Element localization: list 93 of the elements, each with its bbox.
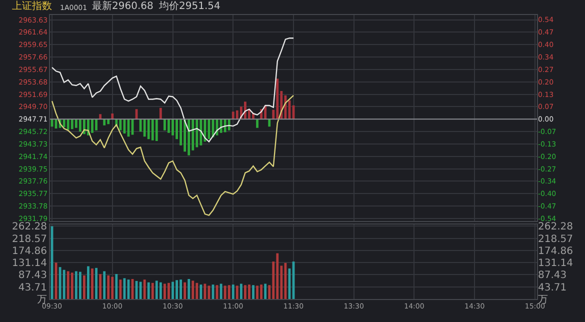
y2-tick-label: 万 [538,294,548,306]
bar [66,271,70,299]
y-tick-label: 131.14 [12,258,47,270]
bar [78,119,82,132]
bar [164,284,166,299]
y2-tick-label: 174.86 [538,246,573,257]
bar [70,119,74,130]
bar [99,274,102,299]
bar [200,284,202,299]
bar [115,274,118,299]
bar [147,282,150,299]
bar [256,286,258,299]
bar [252,285,254,299]
bar [284,262,287,299]
bar [188,279,190,299]
bar [103,119,106,126]
bar [228,285,230,299]
y2-tick-label: 43.71 [538,282,567,294]
bar [244,285,246,299]
y-tick-label: 174.86 [12,246,47,257]
bar [58,267,62,299]
bar [196,282,198,299]
bar [91,268,94,299]
bar [151,119,154,140]
bar [260,284,263,299]
bar [192,280,194,299]
bar [268,119,271,127]
line-series [51,37,294,142]
y2-tick-label: 262.28 [538,222,573,233]
y-tick-label: 43.71 [18,282,47,294]
bar [91,119,94,133]
bar [176,280,178,299]
bar [196,119,198,148]
y2-tick-label: 218.57 [538,234,573,245]
bar [256,119,258,128]
bar [155,280,158,299]
y-tick-label: 262.28 [12,222,47,233]
bar [164,119,166,130]
bar [143,280,146,299]
bar [87,266,90,299]
text: 均价2951.54 [158,0,220,12]
bar [184,119,186,152]
bar [248,284,250,299]
bar [172,119,174,136]
bar [236,286,238,299]
bar [143,119,146,137]
bar [103,271,106,299]
bar [74,119,78,128]
bar [224,286,226,299]
bar [119,280,122,299]
bar [107,275,110,299]
y-tick-label: 87.43 [18,270,47,282]
bar [155,119,158,141]
bar [276,78,279,120]
bar [168,119,170,133]
bar [147,119,150,140]
bar [70,272,74,299]
bar [220,284,222,299]
bar [62,270,66,299]
y-tick-label: 218.57 [12,234,47,245]
bar [99,114,102,120]
bar [111,276,114,299]
bar [232,284,234,299]
bar [111,114,114,120]
bar [139,282,142,299]
y2-tick-label: 87.43 [538,270,567,282]
bar [168,282,170,299]
bar [62,119,66,128]
bar [74,271,78,299]
bar [240,284,242,299]
bar [264,284,267,299]
bar [119,119,122,130]
bar [184,282,186,299]
bar [232,112,234,120]
y-tick-label: 万 [37,294,47,306]
bar [83,275,86,299]
bar [159,108,162,120]
bar [95,268,98,299]
line-series [51,94,294,216]
y2-tick-label: 131.14 [538,258,573,270]
text: 最新2960.68 [92,0,154,12]
bar [180,280,182,299]
bar [200,119,202,146]
bar [159,282,162,299]
bar [66,119,70,130]
bar [188,119,190,156]
bar [151,282,154,299]
bar [172,282,174,299]
bar [276,253,279,299]
bar [236,110,238,120]
bar [78,272,82,299]
bar [95,119,98,130]
chart-title: 上证指数 [12,0,52,12]
